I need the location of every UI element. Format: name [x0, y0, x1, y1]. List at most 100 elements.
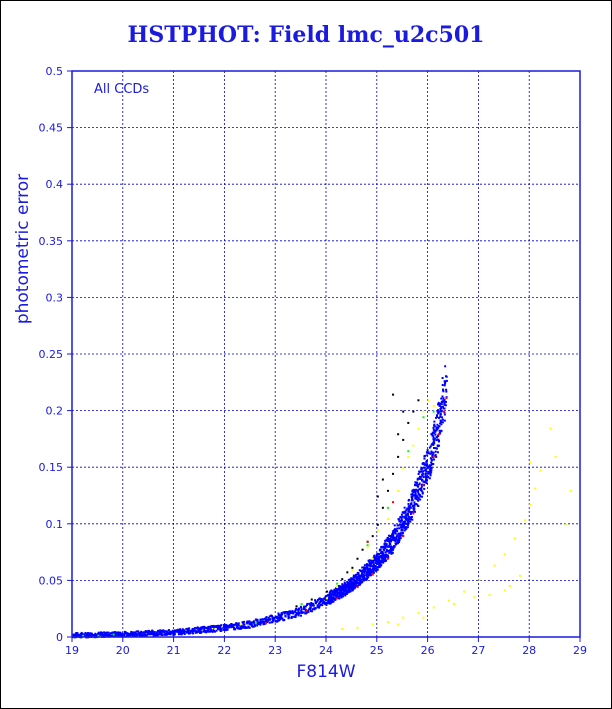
data-point-main — [219, 626, 222, 629]
data-point-main — [116, 633, 119, 636]
data-point-main — [346, 585, 349, 588]
data-point-main — [441, 421, 444, 424]
data-point-main — [292, 612, 295, 615]
data-point-main — [401, 525, 404, 528]
data-point-main — [260, 620, 263, 623]
data-point-main — [305, 604, 308, 607]
data-point-main — [440, 407, 443, 410]
data-point-main — [415, 482, 418, 485]
x-tick-label: 26 — [421, 644, 435, 657]
data-point-main — [74, 633, 77, 636]
data-point-main — [151, 629, 154, 632]
data-point — [371, 623, 374, 626]
data-point-main — [342, 591, 345, 594]
data-point-main — [380, 559, 383, 562]
data-point-main — [268, 621, 271, 624]
data-point-main — [387, 545, 390, 548]
data-point-main — [437, 426, 440, 429]
data-point-main — [413, 503, 416, 506]
y-tick-label: 0.15 — [39, 461, 64, 474]
data-point-main — [195, 627, 198, 630]
data-point-main — [117, 631, 120, 634]
data-point-main — [340, 585, 343, 588]
data-point-main — [173, 633, 176, 636]
data-point-main — [425, 463, 428, 466]
data-point-main — [413, 504, 416, 507]
data-point-main — [424, 481, 427, 484]
data-point-main — [323, 597, 326, 600]
data-point-main — [309, 604, 312, 607]
data-point-main — [174, 630, 177, 633]
data-point-main — [356, 578, 359, 581]
data-point-main — [433, 420, 436, 423]
data-point-main — [445, 379, 448, 382]
data-point-main — [180, 629, 183, 632]
data-point-main — [388, 544, 391, 547]
data-point-main — [336, 593, 339, 596]
data-point-main — [340, 589, 343, 592]
data-point-main — [229, 624, 232, 627]
data-point-main — [136, 633, 139, 636]
data-point-main — [356, 582, 359, 585]
data-point-main — [200, 631, 203, 634]
data-point-main — [213, 629, 216, 632]
data-point-main — [364, 568, 367, 571]
data-point-main — [434, 433, 437, 436]
data-point-main — [442, 400, 445, 403]
data-point-main — [421, 492, 424, 495]
data-point-main — [414, 502, 417, 505]
data-point-main — [165, 633, 168, 636]
data-point-main — [318, 606, 321, 609]
data-point-main — [290, 611, 293, 614]
data-point-main — [443, 419, 446, 422]
data-point-main — [416, 477, 419, 480]
data-point-main — [437, 412, 440, 415]
data-point-main — [335, 591, 338, 594]
data-point-main — [428, 472, 431, 475]
data-point-main — [425, 477, 428, 480]
data-point — [214, 627, 217, 630]
data-point-main — [441, 376, 444, 379]
data-point-main — [215, 624, 218, 627]
data-point-main — [430, 450, 433, 453]
data-point-main — [281, 617, 284, 620]
data-point-main — [384, 546, 387, 549]
y-axis-ticks: 0 0.05 0.1 0.15 0.2 0.25 0.3 0.35 0.4 0.45 0.5 — [39, 65, 72, 644]
data-point-main — [378, 558, 381, 561]
data-point-main — [337, 588, 340, 591]
data-point-main — [431, 433, 434, 436]
data-point-main — [378, 553, 381, 556]
data-point-main — [385, 539, 388, 542]
data-point-main — [404, 522, 407, 525]
data-point-main — [249, 623, 252, 626]
data-point-main — [148, 633, 151, 636]
data-point-main — [409, 506, 412, 509]
data-point-main — [321, 604, 324, 607]
data-point-main — [359, 569, 362, 572]
data-point-main — [431, 451, 434, 454]
data-point-main — [390, 539, 393, 542]
data-point-main — [369, 567, 372, 570]
data-point-main — [435, 414, 438, 417]
data-point-main — [370, 563, 373, 566]
data-point-main — [372, 570, 375, 573]
data-point-main — [340, 596, 343, 599]
data-point-main — [300, 614, 303, 617]
data-point-main — [355, 576, 358, 579]
data-point-main — [402, 526, 405, 529]
data-point-main — [396, 534, 399, 537]
data-point-main — [346, 590, 349, 593]
data-point — [386, 489, 389, 492]
data-point-main — [123, 632, 126, 635]
data-point-main — [445, 390, 448, 393]
y-tick-label: 0.35 — [39, 235, 64, 248]
data-point-main — [378, 555, 381, 558]
data-point-main — [208, 630, 211, 633]
data-point — [569, 489, 572, 492]
data-point-main — [107, 634, 110, 637]
data-point-main — [286, 612, 289, 615]
data-point-main — [259, 623, 262, 626]
data-point-main — [369, 572, 372, 575]
data-point-main — [323, 600, 326, 603]
data-point-main — [419, 477, 422, 480]
